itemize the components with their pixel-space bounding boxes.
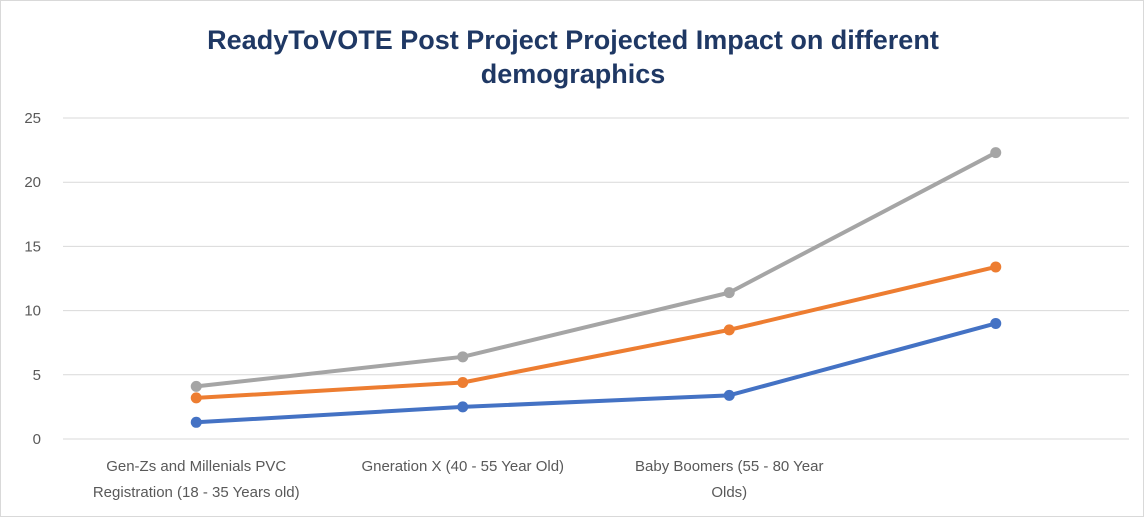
x-category-label: Gneration X (40 - 55 Year Old)	[361, 458, 564, 475]
data-point-s3-1	[190, 380, 202, 392]
series-line-1	[194, 321, 998, 425]
y-tick-label: 0	[33, 431, 41, 448]
data-point-s3-4	[990, 147, 1002, 159]
series-line-2	[194, 264, 998, 400]
data-point-s3-3	[723, 287, 735, 299]
x-category-label: Gen-Zs and Millenials PVC	[106, 458, 286, 475]
x-category-label: Olds)	[711, 484, 747, 501]
data-point-s2-4	[990, 261, 1002, 273]
chart-title: ReadyToVOTE Post Project Projected Impac…	[1, 23, 1144, 91]
x-category-label: Registration (18 - 35 Years old)	[93, 484, 300, 501]
chart-title-line-1: ReadyToVOTE Post Project Projected Impac…	[207, 25, 939, 55]
chart-title-line-2: demographics	[480, 59, 666, 89]
y-tick-label: 20	[24, 174, 41, 191]
y-tick-label: 15	[24, 238, 41, 255]
y-tick-label: 25	[24, 110, 41, 127]
data-point-s1-2	[457, 401, 469, 413]
x-category-label: Baby Boomers (55 - 80 Year	[635, 458, 823, 475]
data-point-s1-4	[990, 317, 1002, 329]
data-point-s2-3	[723, 324, 735, 336]
data-point-s3-2	[457, 351, 469, 363]
y-tick-label: 10	[24, 303, 41, 320]
data-point-s2-1	[190, 392, 202, 404]
y-tick-label: 5	[33, 367, 41, 384]
data-point-s1-3	[723, 389, 735, 401]
data-point-s1-1	[190, 416, 202, 428]
data-point-s2-2	[457, 377, 469, 389]
series-line-3	[194, 150, 998, 389]
